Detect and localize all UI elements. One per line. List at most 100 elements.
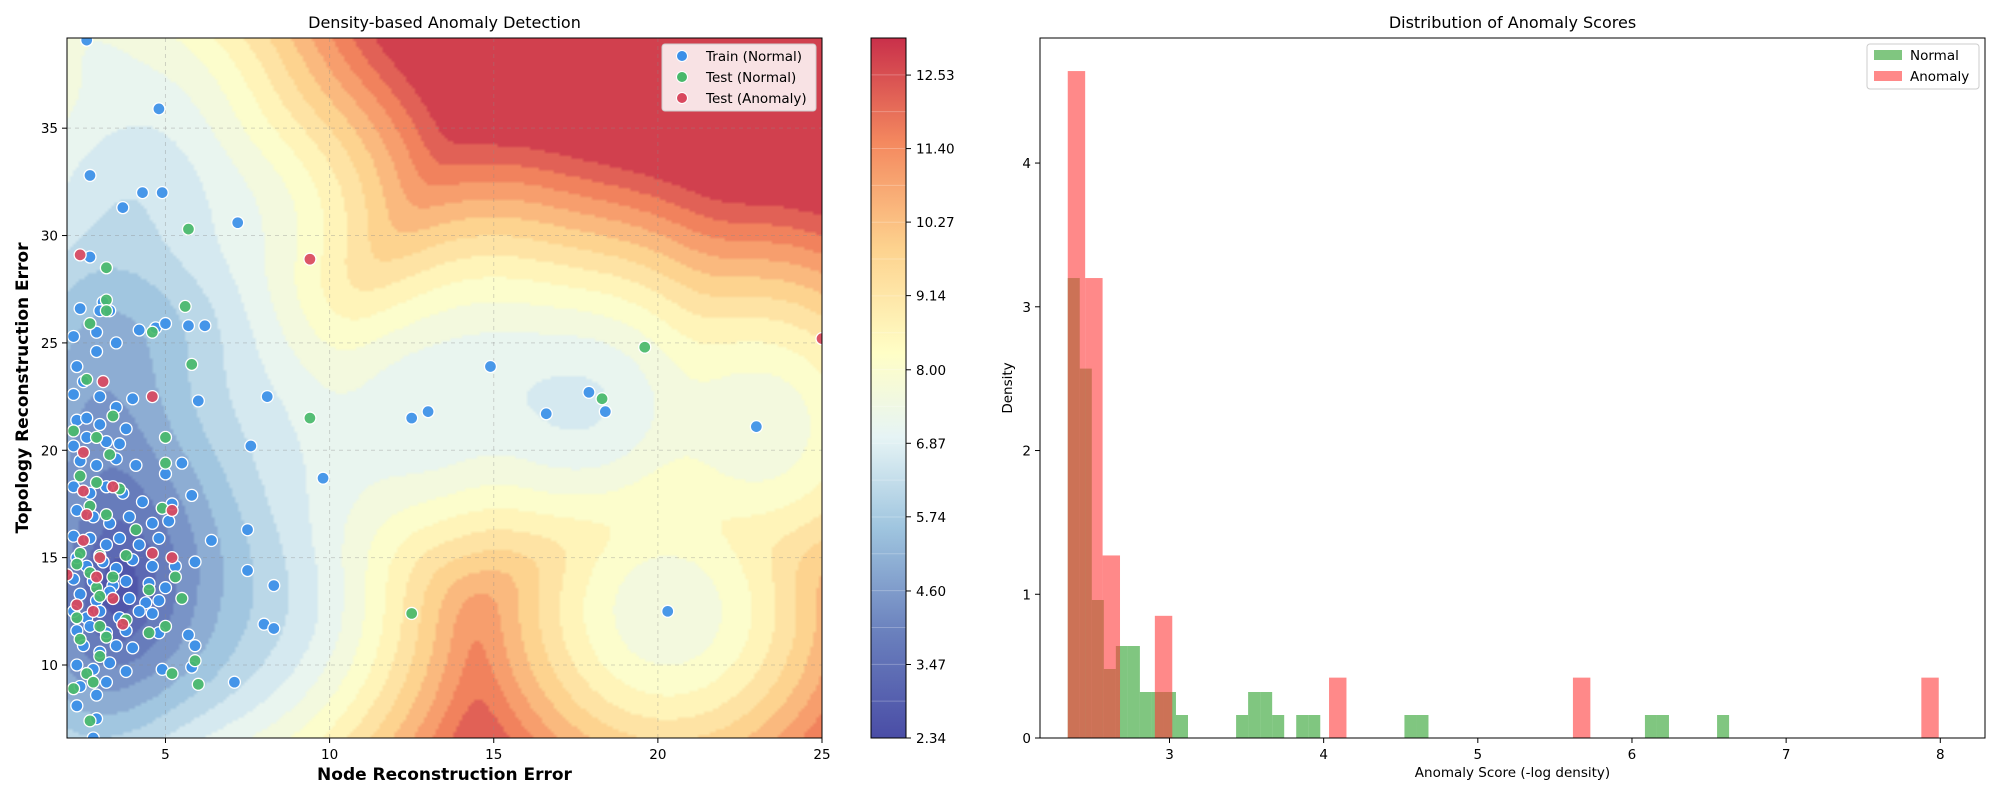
test-anomaly-point <box>76 484 91 498</box>
train-normal-point <box>598 404 612 419</box>
histogram-bar-normal <box>1416 715 1429 738</box>
train-normal-point <box>145 606 159 621</box>
train-normal-point <box>129 458 143 472</box>
scatter-axis-ticks: 5 10 15 20 25 10 15 20 25 30 35 <box>41 121 831 763</box>
colorbar-tick-label: 9.14 <box>916 289 946 305</box>
train-normal-point <box>316 471 330 485</box>
histogram-bar-normal <box>1296 715 1309 738</box>
test-normal-point <box>73 469 87 483</box>
histogram-bar-normal <box>1248 692 1261 738</box>
test-normal-point <box>595 392 609 406</box>
scatter-y-tick-label: 35 <box>41 121 58 137</box>
scatter-x-tick-label: 25 <box>813 747 830 763</box>
histogram-bar-anomaly <box>1572 677 1591 738</box>
test-anomaly-point <box>106 591 120 606</box>
train-normal-point <box>188 639 202 653</box>
legend-normal-label: Normal <box>1910 48 1959 64</box>
histogram-bars <box>1067 71 1939 738</box>
train-normal-point <box>267 578 281 593</box>
histogram-bar-anomaly <box>1921 677 1939 738</box>
train-normal-point <box>89 344 104 359</box>
histogram-bar-normal <box>1656 715 1669 738</box>
colorbar-tick-label: 11.40 <box>916 142 955 158</box>
train-normal-point <box>83 168 97 183</box>
histogram-axis-ticks: 3 4 5 6 7 8 0 1 2 3 4 <box>1022 156 1944 763</box>
scatter-y-tick-label: 30 <box>41 229 58 245</box>
train-normal-point <box>135 495 150 509</box>
train-normal-point <box>260 389 274 404</box>
test-normal-point <box>70 557 84 571</box>
scatter-title: Density-based Anomaly Detection <box>308 13 581 32</box>
train-normal-point <box>73 301 87 316</box>
train-normal-point <box>67 387 81 402</box>
histogram-bar-anomaly <box>1085 278 1103 738</box>
test-normal-point <box>142 626 156 640</box>
train-normal-point <box>112 531 127 545</box>
histogram-bar-anomaly <box>1102 555 1121 738</box>
train-normal-point <box>109 336 123 350</box>
test-normal-point <box>638 340 652 354</box>
colorbar-tick-label: 8.00 <box>916 363 946 379</box>
test-anomaly-point <box>93 550 107 565</box>
histogram-bar-anomaly <box>1067 71 1086 738</box>
train-normal-point <box>126 392 140 406</box>
train-normal-point <box>152 102 166 116</box>
test-normal-point <box>119 548 133 563</box>
histogram-bar-normal <box>1308 715 1321 738</box>
test-anomaly-point <box>106 480 120 494</box>
train-normal-point <box>70 658 84 672</box>
histogram-bar-normal <box>1644 715 1657 738</box>
train-normal-point <box>204 533 219 548</box>
histogram-bar-normal <box>1272 715 1285 738</box>
test-anomaly-point <box>76 533 91 548</box>
test-normal-point <box>93 649 107 664</box>
train-normal-point <box>539 407 553 421</box>
train-normal-point <box>89 688 104 702</box>
test-normal-point <box>303 411 317 425</box>
train-normal-point <box>405 411 419 425</box>
test-anomaly-point <box>89 570 104 584</box>
test-normal-point <box>106 570 120 584</box>
scatter-legend: Train (Normal) Test (Normal) Test (Anoma… <box>661 43 817 112</box>
legend-anomaly-label: Anomaly <box>1910 69 1969 85</box>
train-normal-point <box>240 523 255 537</box>
colorbar-tick-label: 5.74 <box>916 510 946 526</box>
test-normal-point <box>99 304 114 318</box>
histogram-x-tick-label: 8 <box>1936 747 1945 763</box>
train-normal-point <box>240 563 255 578</box>
test-normal-point <box>185 357 199 372</box>
train-normal-point <box>122 591 137 606</box>
train-normal-point <box>158 581 173 595</box>
train-normal-point <box>175 456 189 470</box>
legend-anomaly-swatch <box>1874 71 1902 81</box>
train-normal-point <box>188 555 202 569</box>
test-normal-point <box>89 475 104 490</box>
scatter-grid <box>67 38 822 738</box>
histogram-bar-normal <box>1260 692 1273 738</box>
colorbar-frame <box>870 37 907 739</box>
scatter-y-tick-label: 25 <box>41 336 58 352</box>
train-normal-point <box>244 439 258 453</box>
test-anomaly-point <box>303 252 317 266</box>
histogram-chart: Distribution of Anomaly Scores 3 4 5 6 7 8 0 1 2… <box>1000 13 1986 781</box>
train-normal-point <box>99 538 114 552</box>
histogram-y-tick-label: 4 <box>1022 156 1031 172</box>
histogram-bar-normal <box>1717 715 1730 738</box>
colorbar-tick-label: 3.47 <box>916 657 946 673</box>
train-normal-point <box>119 422 133 436</box>
test-normal-point <box>158 430 173 445</box>
train-normal-point <box>93 389 107 404</box>
colorbar-tick-label: 6.87 <box>916 436 946 452</box>
train-normal-point <box>135 185 150 200</box>
train-normal-point <box>145 559 159 573</box>
train-normal-point <box>483 359 498 374</box>
test-anomaly-point <box>70 598 84 612</box>
test-normal-point <box>86 675 100 689</box>
test-normal-point <box>93 619 107 633</box>
train-normal-point <box>231 216 245 230</box>
test-normal-point <box>103 447 117 462</box>
test-normal-point <box>83 714 97 728</box>
test-normal-point <box>99 261 114 275</box>
histogram-plot-frame <box>1039 37 1986 739</box>
